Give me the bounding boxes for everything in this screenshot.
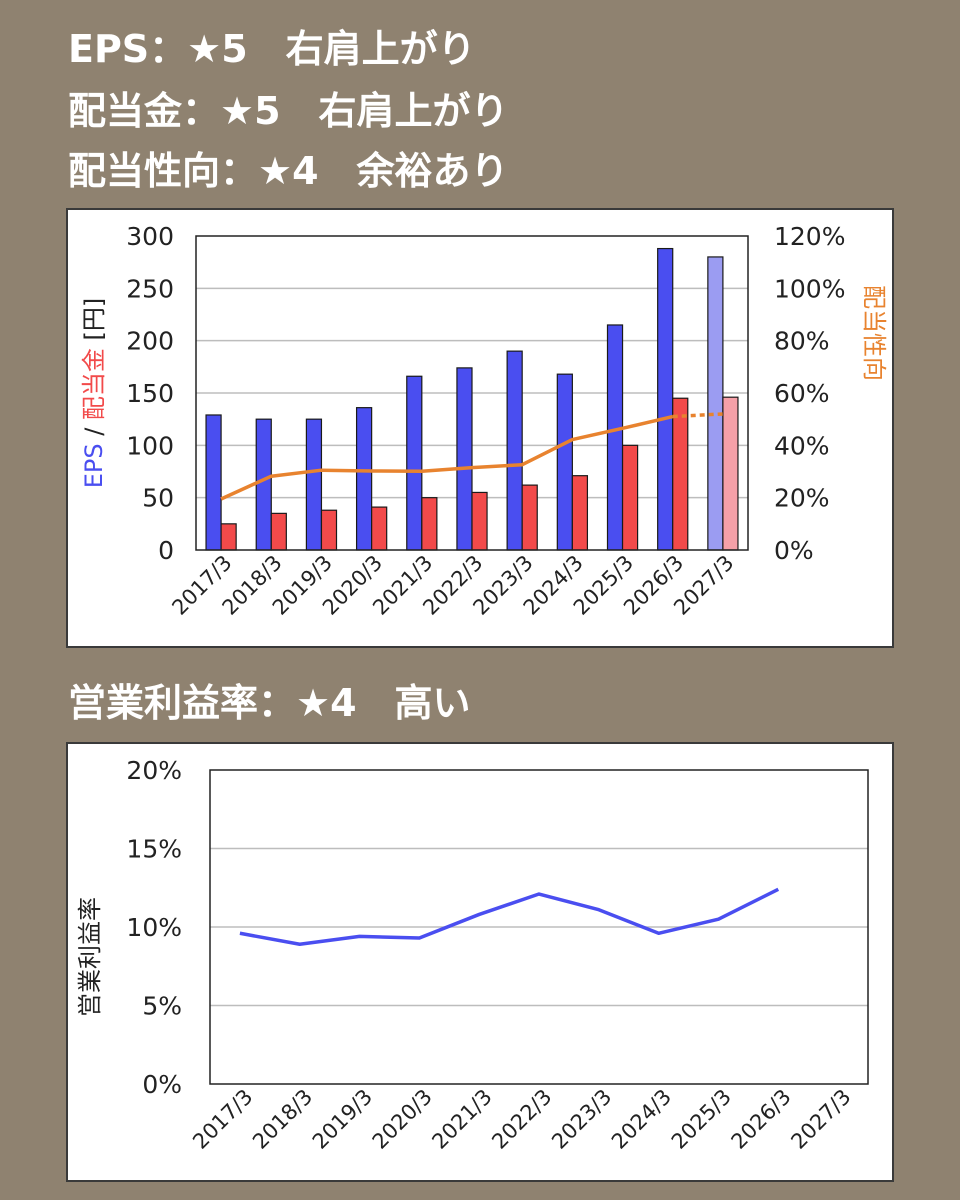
eps-bar — [556, 373, 573, 551]
dividend-bar — [471, 491, 488, 551]
x-tick-label: 2027/3 — [786, 1085, 855, 1154]
y-left-axis-label-part: / — [80, 420, 108, 443]
eps-bar — [406, 375, 423, 551]
x-tick-label: 2017/3 — [188, 1085, 257, 1154]
dividend-bar — [220, 523, 237, 551]
payout-ratio-heading: 配当性向：★4 余裕あり — [68, 149, 509, 193]
y-left-tick-label: 300 — [126, 222, 174, 251]
eps-bar — [355, 407, 373, 551]
eps-bar — [305, 418, 323, 551]
y-right-tick-label: 20% — [774, 484, 830, 513]
operating-margin-chart-panel: 0% 5% 10% 15% 20% 2017/3 2018/3 2019/3 2020/3 202… — [66, 742, 894, 1182]
x-tick-label: 2019/3 — [308, 1085, 377, 1154]
eps-bar — [205, 414, 222, 551]
dividend-bar — [421, 497, 438, 551]
plot-area-frame — [209, 769, 869, 1085]
y-left-axis-label-part: [円] — [80, 298, 108, 348]
dividend-bar — [571, 475, 589, 551]
x-tick-label: 2020/3 — [368, 1085, 437, 1154]
y-left-tick-label: 200 — [126, 327, 174, 356]
eps-bar — [456, 367, 473, 551]
dividend-bar — [722, 396, 739, 551]
y-tick-label: 5% — [142, 992, 182, 1021]
eps-heading: EPS：★5 右肩上がり — [68, 27, 476, 71]
y-left-axis-label: EPS / 配当金 [円] — [80, 298, 108, 489]
y-left-tick-label: 0 — [158, 536, 174, 565]
y-right-tick-label: 0% — [774, 536, 814, 565]
plot-area-frame — [195, 235, 749, 551]
x-tick-label: 2026/3 — [727, 1085, 796, 1154]
dividend-bar — [320, 509, 338, 551]
x-tick-label: 2021/3 — [427, 1085, 496, 1154]
y-right-tick-label: 60% — [774, 379, 830, 408]
x-tick-label: 2018/3 — [248, 1085, 317, 1154]
eps-bar — [255, 418, 272, 551]
eps-bar — [506, 350, 523, 551]
eps-bar — [657, 247, 674, 551]
y-left-axis-label-part: EPS — [80, 443, 108, 488]
y-left-axis-label-part: 配当金 — [80, 348, 108, 420]
y-right-tick-label: 80% — [774, 327, 830, 356]
x-tick-label: 2025/3 — [667, 1085, 736, 1154]
y-right-axis-label: 配当性向 — [860, 285, 888, 381]
y-right-tick-label: 40% — [774, 431, 830, 460]
y-tick-label: 15% — [126, 835, 182, 864]
y-left-tick-label: 250 — [126, 274, 174, 303]
dividend-bar — [371, 506, 388, 551]
x-tick-label: 2023/3 — [547, 1085, 616, 1154]
payout-ratio-line — [220, 414, 674, 501]
y-tick-label: 10% — [126, 913, 182, 942]
dividend-heading: 配当金：★5 右肩上がり — [68, 89, 509, 133]
y-tick-label: 0% — [142, 1070, 182, 1099]
dividend-bar — [621, 444, 639, 551]
eps-dividend-chart-panel: 0 50 100 150 200 250 300 0% 20% 40% 60% 80% 100% 120%… — [66, 208, 894, 648]
y-right-tick-label: 120% — [774, 222, 845, 251]
operating-margin-line — [239, 887, 780, 947]
operating-margin-heading: 営業利益率：★4 高い — [68, 681, 471, 725]
x-tick-label: 2024/3 — [607, 1085, 676, 1154]
y-right-tick-label: 100% — [774, 274, 845, 303]
eps-bar — [707, 256, 724, 551]
y-tick-label: 20% — [126, 756, 182, 785]
operating-margin-chart: 0%5%10%15%20%2017/32018/32019/32020/3202… — [76, 756, 869, 1154]
dividend-bar — [672, 397, 689, 551]
eps-bar — [606, 324, 624, 551]
y-left-tick-label: 150 — [126, 379, 174, 408]
dividend-bar — [521, 484, 538, 551]
y-left-tick-label: 100 — [126, 431, 174, 460]
y-left-tick-label: 50 — [142, 484, 174, 513]
x-tick-label: 2022/3 — [487, 1085, 556, 1154]
y-axis-label: 営業利益率 — [76, 897, 104, 1017]
eps-dividend-chart: 0 50 100 150 200 250 300 0% 20% 40% 60% 80% 100% 120%… — [80, 222, 888, 620]
dividend-bar — [270, 512, 287, 551]
